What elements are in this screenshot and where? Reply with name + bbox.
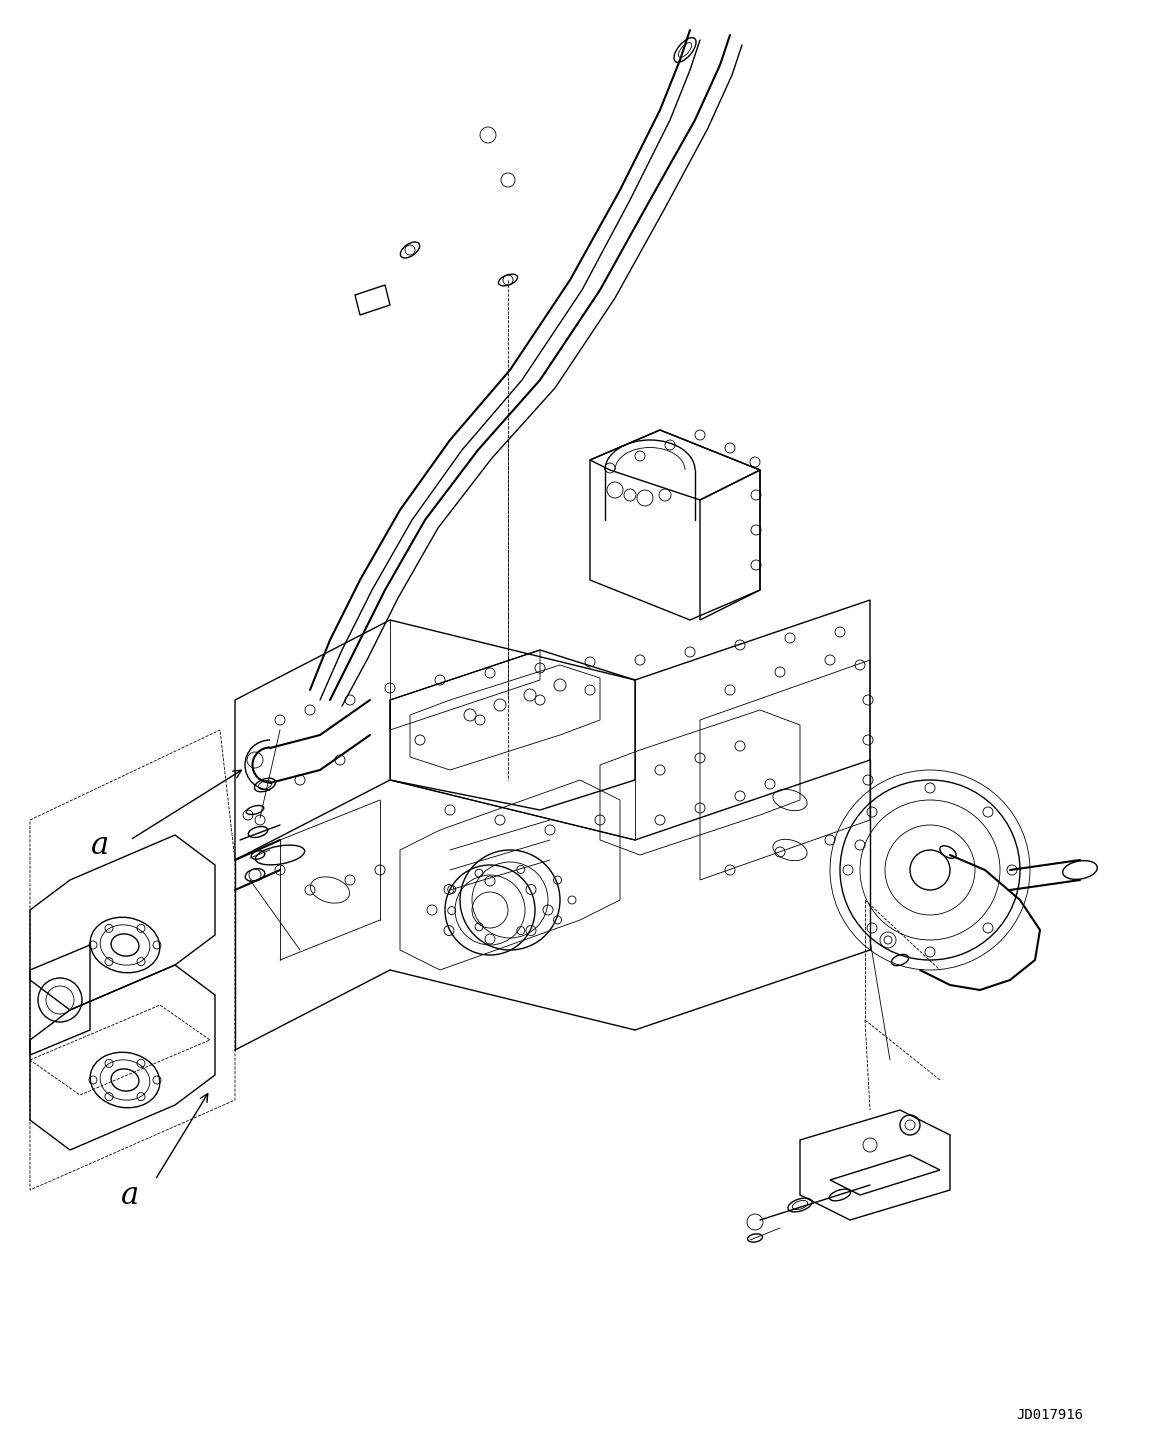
Text: a: a	[121, 1179, 140, 1211]
Text: a: a	[91, 829, 109, 861]
Text: JD017916: JD017916	[1016, 1408, 1084, 1423]
